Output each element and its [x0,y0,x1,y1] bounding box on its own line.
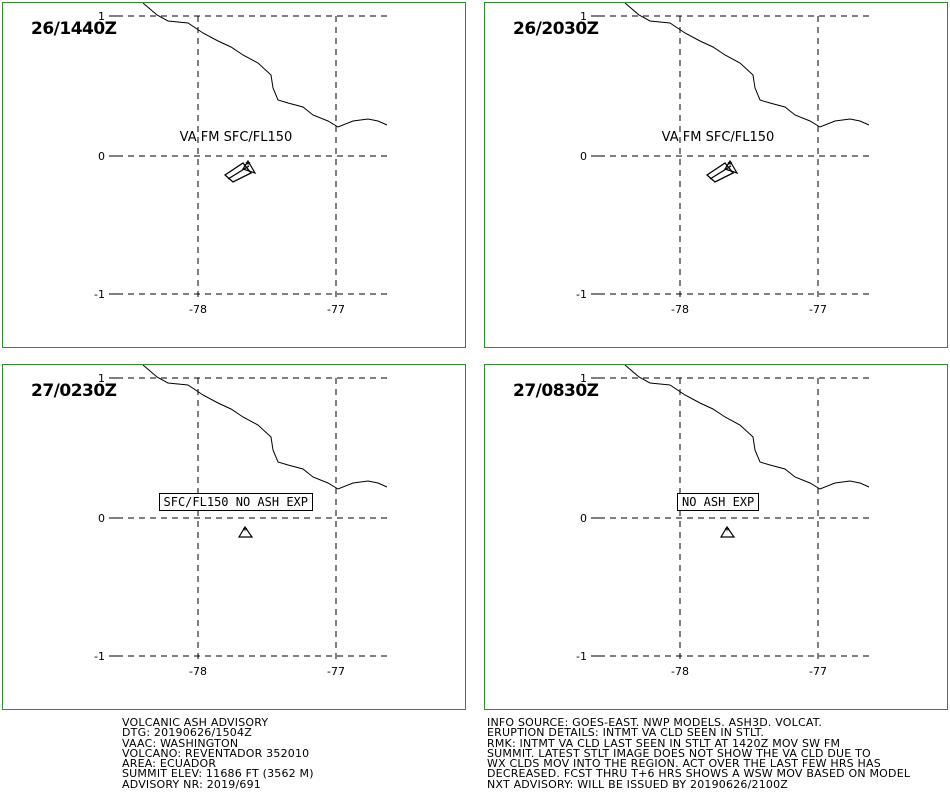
longitude-label: -78 [189,303,207,316]
ash-cloud-polygon [705,162,735,183]
advisory-line: VAAC: WASHINGTON [122,736,239,750]
longitude-label: -78 [671,303,689,316]
volcano-icon [724,159,739,175]
longitude-label: -78 [189,665,207,678]
eruption-star-icon: * [727,159,733,172]
longitude-label: -78 [671,665,689,678]
advisory-line: WX CLDS MOV INTO THE REGION. ACT OVER TH… [487,757,881,771]
ash-height-label: VA FM SFC/FL150 [662,130,775,145]
latitude-label: 1 [98,10,105,23]
latitude-label: -1 [576,650,587,663]
eruption-star-icon: * [725,526,730,537]
latitude-label: -1 [94,288,105,301]
advisory-line: SUMMIT ELEV: 11686 FT (3562 M) [122,767,314,781]
longitude-label: -77 [327,665,345,678]
no-ash-label: NO ASH EXP [677,493,760,511]
advisory-line: VOLCANO: REVENTADOR 352010 [122,746,310,760]
panel-time: 27/0830Z [513,381,599,401]
longitude-label: -77 [809,665,827,678]
coastline [142,3,388,128]
longitude-label: -77 [327,303,345,316]
ash-cloud-edge [227,165,250,180]
volcano-icon [242,159,257,175]
advisory-line: ERUPTION DETAILS: INTMT VA CLD SEEN IN S… [487,726,765,740]
latitude-label: 1 [580,10,587,23]
eruption-star-icon: * [243,526,248,537]
advisory-line: RMK: INTMT VA CLD LAST SEEN IN STLT AT 1… [487,736,841,750]
advisory-line: DTG: 20190626/1504Z [122,726,252,740]
map-frame: 1 0 -1 -78 -77 * [94,365,388,678]
advisory-line: INFO SOURCE: GOES-EAST. NWP MODELS. ASH3… [487,716,823,729]
latitude-label: 0 [580,512,587,525]
ash-cloud-edge [709,165,732,180]
eruption-star-icon: * [245,159,251,172]
advisory-line: DECREASED. FCST THRU T+6 HRS SHOWS A WSW… [487,767,911,781]
advisory-info-left: VOLCANIC ASH ADVISORY DTG: 20190626/1504Z… [122,716,314,791]
volcano-icon [719,525,736,538]
volcano-icon [237,525,254,538]
latitude-label: -1 [576,288,587,301]
latitude-label: 0 [98,150,105,163]
latitude-label: 1 [98,372,105,385]
coastline [624,365,870,490]
no-ash-label: SFC/FL150 NO ASH EXP [158,493,313,511]
panel-time: 27/0230Z [31,381,117,401]
advisory-line: VOLCANIC ASH ADVISORY [122,716,269,729]
advisory-line: SUMMIT. LATEST STLT IMAGE DOES NOT SHOW … [487,746,871,760]
map-frame: 1 0 -1 -78 -77 VA FM SFC/FL150 * [94,3,388,316]
advisory-info-right: INFO SOURCE: GOES-EAST. NWP MODELS. ASH3… [487,716,911,791]
coastline [624,3,870,128]
ash-cloud-polygon [223,162,253,183]
advisory-line: AREA: ECUADOR [122,757,217,771]
latitude-label: 0 [580,150,587,163]
latitude-label: 1 [580,372,587,385]
coastline [142,365,388,490]
forecast-panel-1: 1 0 -1 -78 -77 VA FM SFC/FL150 * 26/1440Z [2,2,466,348]
latitude-label: 0 [98,512,105,525]
panel-time: 26/1440Z [31,19,117,39]
advisory-line: ADVISORY NR: 2019/691 [122,777,261,791]
forecast-panel-2: 1 0 -1 -78 -77 VA FM SFC/FL150 * 26/2030Z [484,2,948,348]
forecast-panel-4: 1 0 -1 -78 -77 * 27/0830Z NO ASH EXP [484,364,948,710]
map-frame: 1 0 -1 -78 -77 * [576,365,870,678]
advisory-line: NXT ADVISORY: WILL BE ISSUED BY 20190626… [487,777,789,791]
map-frame: 1 0 -1 -78 -77 VA FM SFC/FL150 * [576,3,870,316]
forecast-panel-3: 1 0 -1 -78 -77 * 27/0230Z SFC/FL150 NO ASH EX… [2,364,466,710]
latitude-label: -1 [94,650,105,663]
panel-time: 26/2030Z [513,19,599,39]
longitude-label: -77 [809,303,827,316]
ash-height-label: VA FM SFC/FL150 [180,130,293,145]
